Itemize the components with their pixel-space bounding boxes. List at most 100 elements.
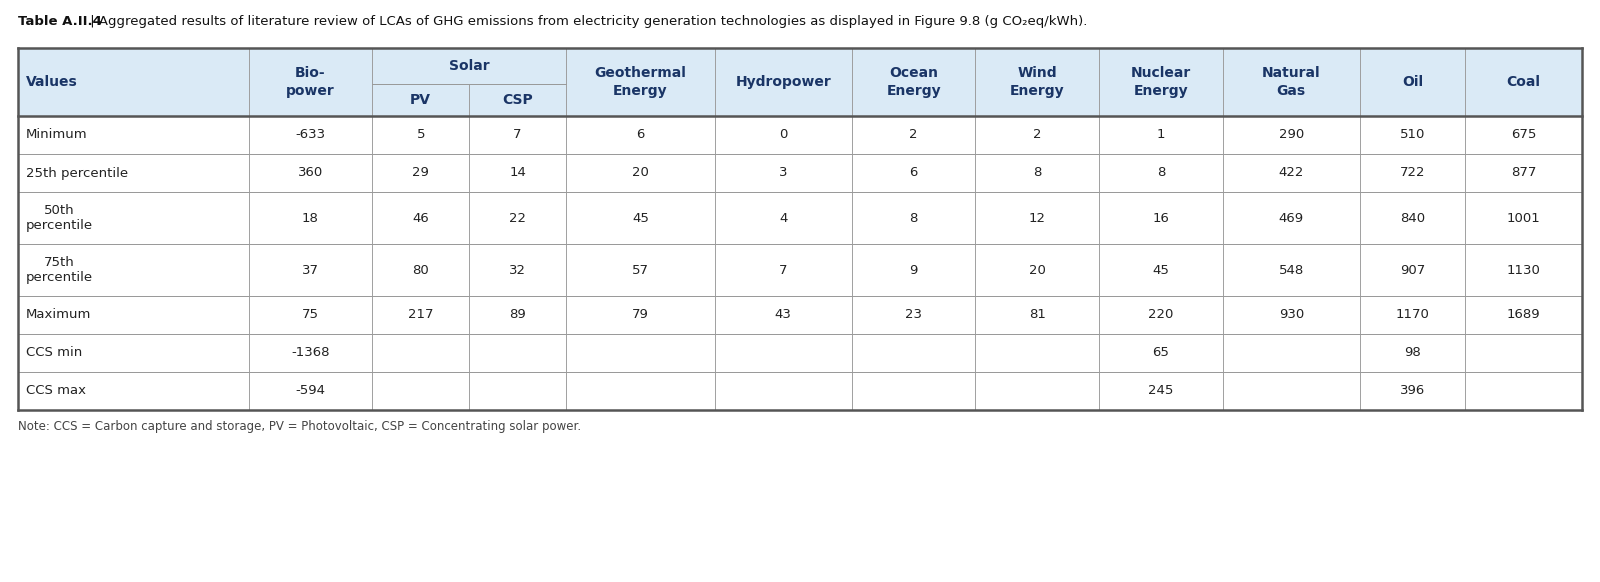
Text: Oil: Oil — [1402, 75, 1422, 89]
Text: 45: 45 — [632, 211, 650, 225]
Text: 8: 8 — [1157, 166, 1165, 179]
Bar — [1222, 154, 1360, 192]
Text: Note: CCS = Carbon capture and storage, PV = Photovoltaic, CSP = Concentrating s: Note: CCS = Carbon capture and storage, … — [18, 420, 581, 433]
Bar — [1360, 244, 1466, 296]
Text: 217: 217 — [408, 308, 434, 321]
Bar — [18, 48, 248, 116]
Bar — [715, 372, 851, 410]
Bar — [715, 192, 851, 244]
Bar — [373, 244, 469, 296]
Text: 548: 548 — [1278, 264, 1304, 276]
Text: -594: -594 — [296, 385, 325, 398]
Text: -1368: -1368 — [291, 346, 330, 360]
Text: Table A.II.4: Table A.II.4 — [18, 15, 102, 28]
Bar — [469, 192, 566, 244]
Text: 1: 1 — [1157, 129, 1165, 141]
Text: 6: 6 — [909, 166, 918, 179]
Text: 220: 220 — [1149, 308, 1174, 321]
Bar — [1360, 48, 1466, 116]
Bar — [1466, 192, 1582, 244]
Bar — [976, 334, 1099, 372]
Text: 7: 7 — [779, 264, 787, 276]
Bar — [976, 296, 1099, 334]
Text: 510: 510 — [1400, 129, 1426, 141]
Text: 23: 23 — [906, 308, 922, 321]
Bar — [566, 372, 715, 410]
Text: 6: 6 — [637, 129, 645, 141]
Text: 80: 80 — [413, 264, 429, 276]
Text: 18: 18 — [302, 211, 318, 225]
Bar — [18, 372, 248, 410]
Text: 8: 8 — [909, 211, 918, 225]
Text: 1689: 1689 — [1507, 308, 1541, 321]
Text: 16: 16 — [1152, 211, 1170, 225]
Bar — [18, 116, 248, 154]
Text: Nuclear
Energy: Nuclear Energy — [1131, 66, 1190, 98]
Bar — [851, 244, 976, 296]
Bar — [1466, 296, 1582, 334]
Bar — [1222, 48, 1360, 116]
Bar — [851, 154, 976, 192]
Bar — [715, 154, 851, 192]
Text: 1130: 1130 — [1507, 264, 1541, 276]
Bar — [1466, 48, 1582, 116]
Bar — [1466, 334, 1582, 372]
Bar — [248, 334, 373, 372]
Bar — [1099, 244, 1222, 296]
Bar — [851, 48, 976, 116]
Text: 37: 37 — [302, 264, 318, 276]
Bar — [18, 154, 248, 192]
Bar — [715, 334, 851, 372]
Bar — [1360, 192, 1466, 244]
Bar — [18, 192, 248, 244]
Bar — [248, 192, 373, 244]
Text: 840: 840 — [1400, 211, 1426, 225]
Bar — [1466, 244, 1582, 296]
Text: 396: 396 — [1400, 385, 1426, 398]
Bar — [469, 334, 566, 372]
Text: 7: 7 — [514, 129, 522, 141]
Bar — [1099, 334, 1222, 372]
Bar — [851, 296, 976, 334]
Text: Coal: Coal — [1507, 75, 1541, 89]
Bar — [715, 116, 851, 154]
Bar — [1099, 372, 1222, 410]
Text: 50th
percentile: 50th percentile — [26, 204, 93, 232]
Bar — [1099, 116, 1222, 154]
Bar — [976, 48, 1099, 116]
Bar — [715, 48, 851, 116]
Bar — [851, 192, 976, 244]
Bar — [373, 372, 469, 410]
Bar — [566, 154, 715, 192]
Bar — [566, 48, 715, 116]
Text: 422: 422 — [1278, 166, 1304, 179]
Bar — [248, 116, 373, 154]
Bar — [566, 244, 715, 296]
Text: 0: 0 — [779, 129, 787, 141]
Bar — [373, 334, 469, 372]
Bar — [1360, 372, 1466, 410]
Text: 25th percentile: 25th percentile — [26, 166, 128, 179]
Bar — [1099, 154, 1222, 192]
Text: CSP: CSP — [502, 93, 533, 107]
Bar — [248, 296, 373, 334]
Bar — [1466, 116, 1582, 154]
Text: 4: 4 — [779, 211, 787, 225]
Text: 22: 22 — [509, 211, 526, 225]
Bar — [1099, 48, 1222, 116]
Text: Values: Values — [26, 75, 78, 89]
Text: 81: 81 — [1029, 308, 1046, 321]
Bar — [1222, 116, 1360, 154]
Bar — [1222, 296, 1360, 334]
Bar — [18, 334, 248, 372]
Bar — [1222, 192, 1360, 244]
Bar — [1222, 372, 1360, 410]
Text: -633: -633 — [296, 129, 325, 141]
Text: 29: 29 — [413, 166, 429, 179]
Text: 907: 907 — [1400, 264, 1426, 276]
Bar — [1360, 116, 1466, 154]
Text: CCS min: CCS min — [26, 346, 82, 360]
Text: 89: 89 — [509, 308, 526, 321]
Bar — [976, 372, 1099, 410]
Text: 360: 360 — [298, 166, 323, 179]
